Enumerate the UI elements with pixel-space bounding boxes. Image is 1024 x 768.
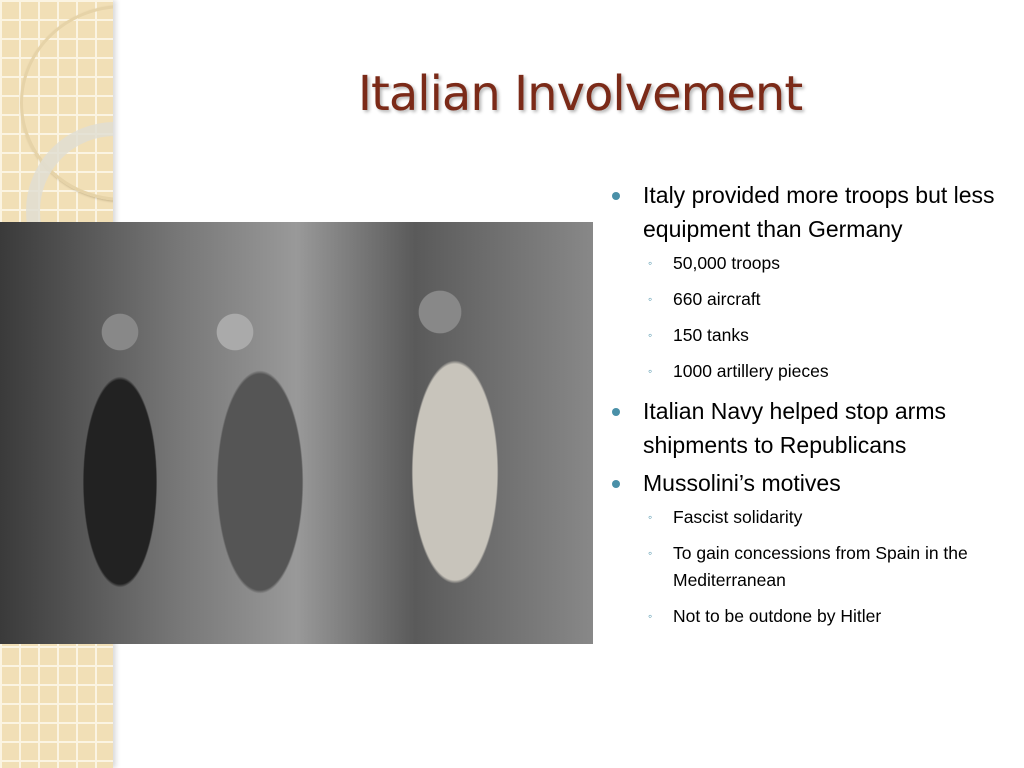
circle-bullet-icon: ◦	[648, 510, 653, 524]
bullet-text: Mussolini’s motives	[643, 470, 841, 496]
bullet-item: Italian Navy helped stop arms shipments …	[612, 394, 1012, 462]
bullet-dot-icon	[612, 192, 620, 200]
bullet-dot-icon	[612, 408, 620, 416]
sub-bullet-text: 50,000 troops	[673, 253, 781, 273]
historical-photo	[0, 222, 593, 644]
circle-bullet-icon: ◦	[648, 328, 653, 342]
sub-bullet-text: To gain concessions from Spain in the Me…	[673, 543, 968, 590]
sub-bullet-text: 1000 artillery pieces	[673, 361, 829, 381]
circle-bullet-icon: ◦	[648, 546, 653, 560]
sub-bullet-item: ◦ 1000 artillery pieces	[612, 358, 1012, 385]
circle-bullet-icon: ◦	[648, 364, 653, 378]
circle-bullet-icon: ◦	[648, 256, 653, 270]
sub-bullet-text: Fascist solidarity	[673, 507, 803, 527]
circle-bullet-icon: ◦	[648, 292, 653, 306]
sub-bullet-text: Not to be outdone by Hitler	[673, 606, 882, 626]
sub-bullet-item: ◦ 50,000 troops	[612, 250, 1012, 277]
sub-bullet-item: ◦ Not to be outdone by Hitler	[612, 603, 1012, 630]
bullet-dot-icon	[612, 480, 620, 488]
sub-bullet-item: ◦ 660 aircraft	[612, 286, 1012, 313]
bullet-text: Italian Navy helped stop arms shipments …	[643, 398, 946, 458]
circle-bullet-icon: ◦	[648, 609, 653, 623]
bullet-item: Mussolini’s motives	[612, 466, 1012, 500]
slide-title: Italian Involvement	[357, 66, 803, 122]
sub-bullet-text: 150 tanks	[673, 325, 749, 345]
sub-bullet-item: ◦ To gain concessions from Spain in the M…	[612, 540, 1012, 594]
sub-bullet-text: 660 aircraft	[673, 289, 761, 309]
bullet-item: Italy provided more troops but less equi…	[612, 178, 1012, 246]
sub-bullet-item: ◦ Fascist solidarity	[612, 504, 1012, 531]
sub-bullet-item: ◦ 150 tanks	[612, 322, 1012, 349]
bullet-text: Italy provided more troops but less equi…	[643, 182, 995, 242]
bullet-list: Italy provided more troops but less equi…	[612, 178, 1012, 639]
